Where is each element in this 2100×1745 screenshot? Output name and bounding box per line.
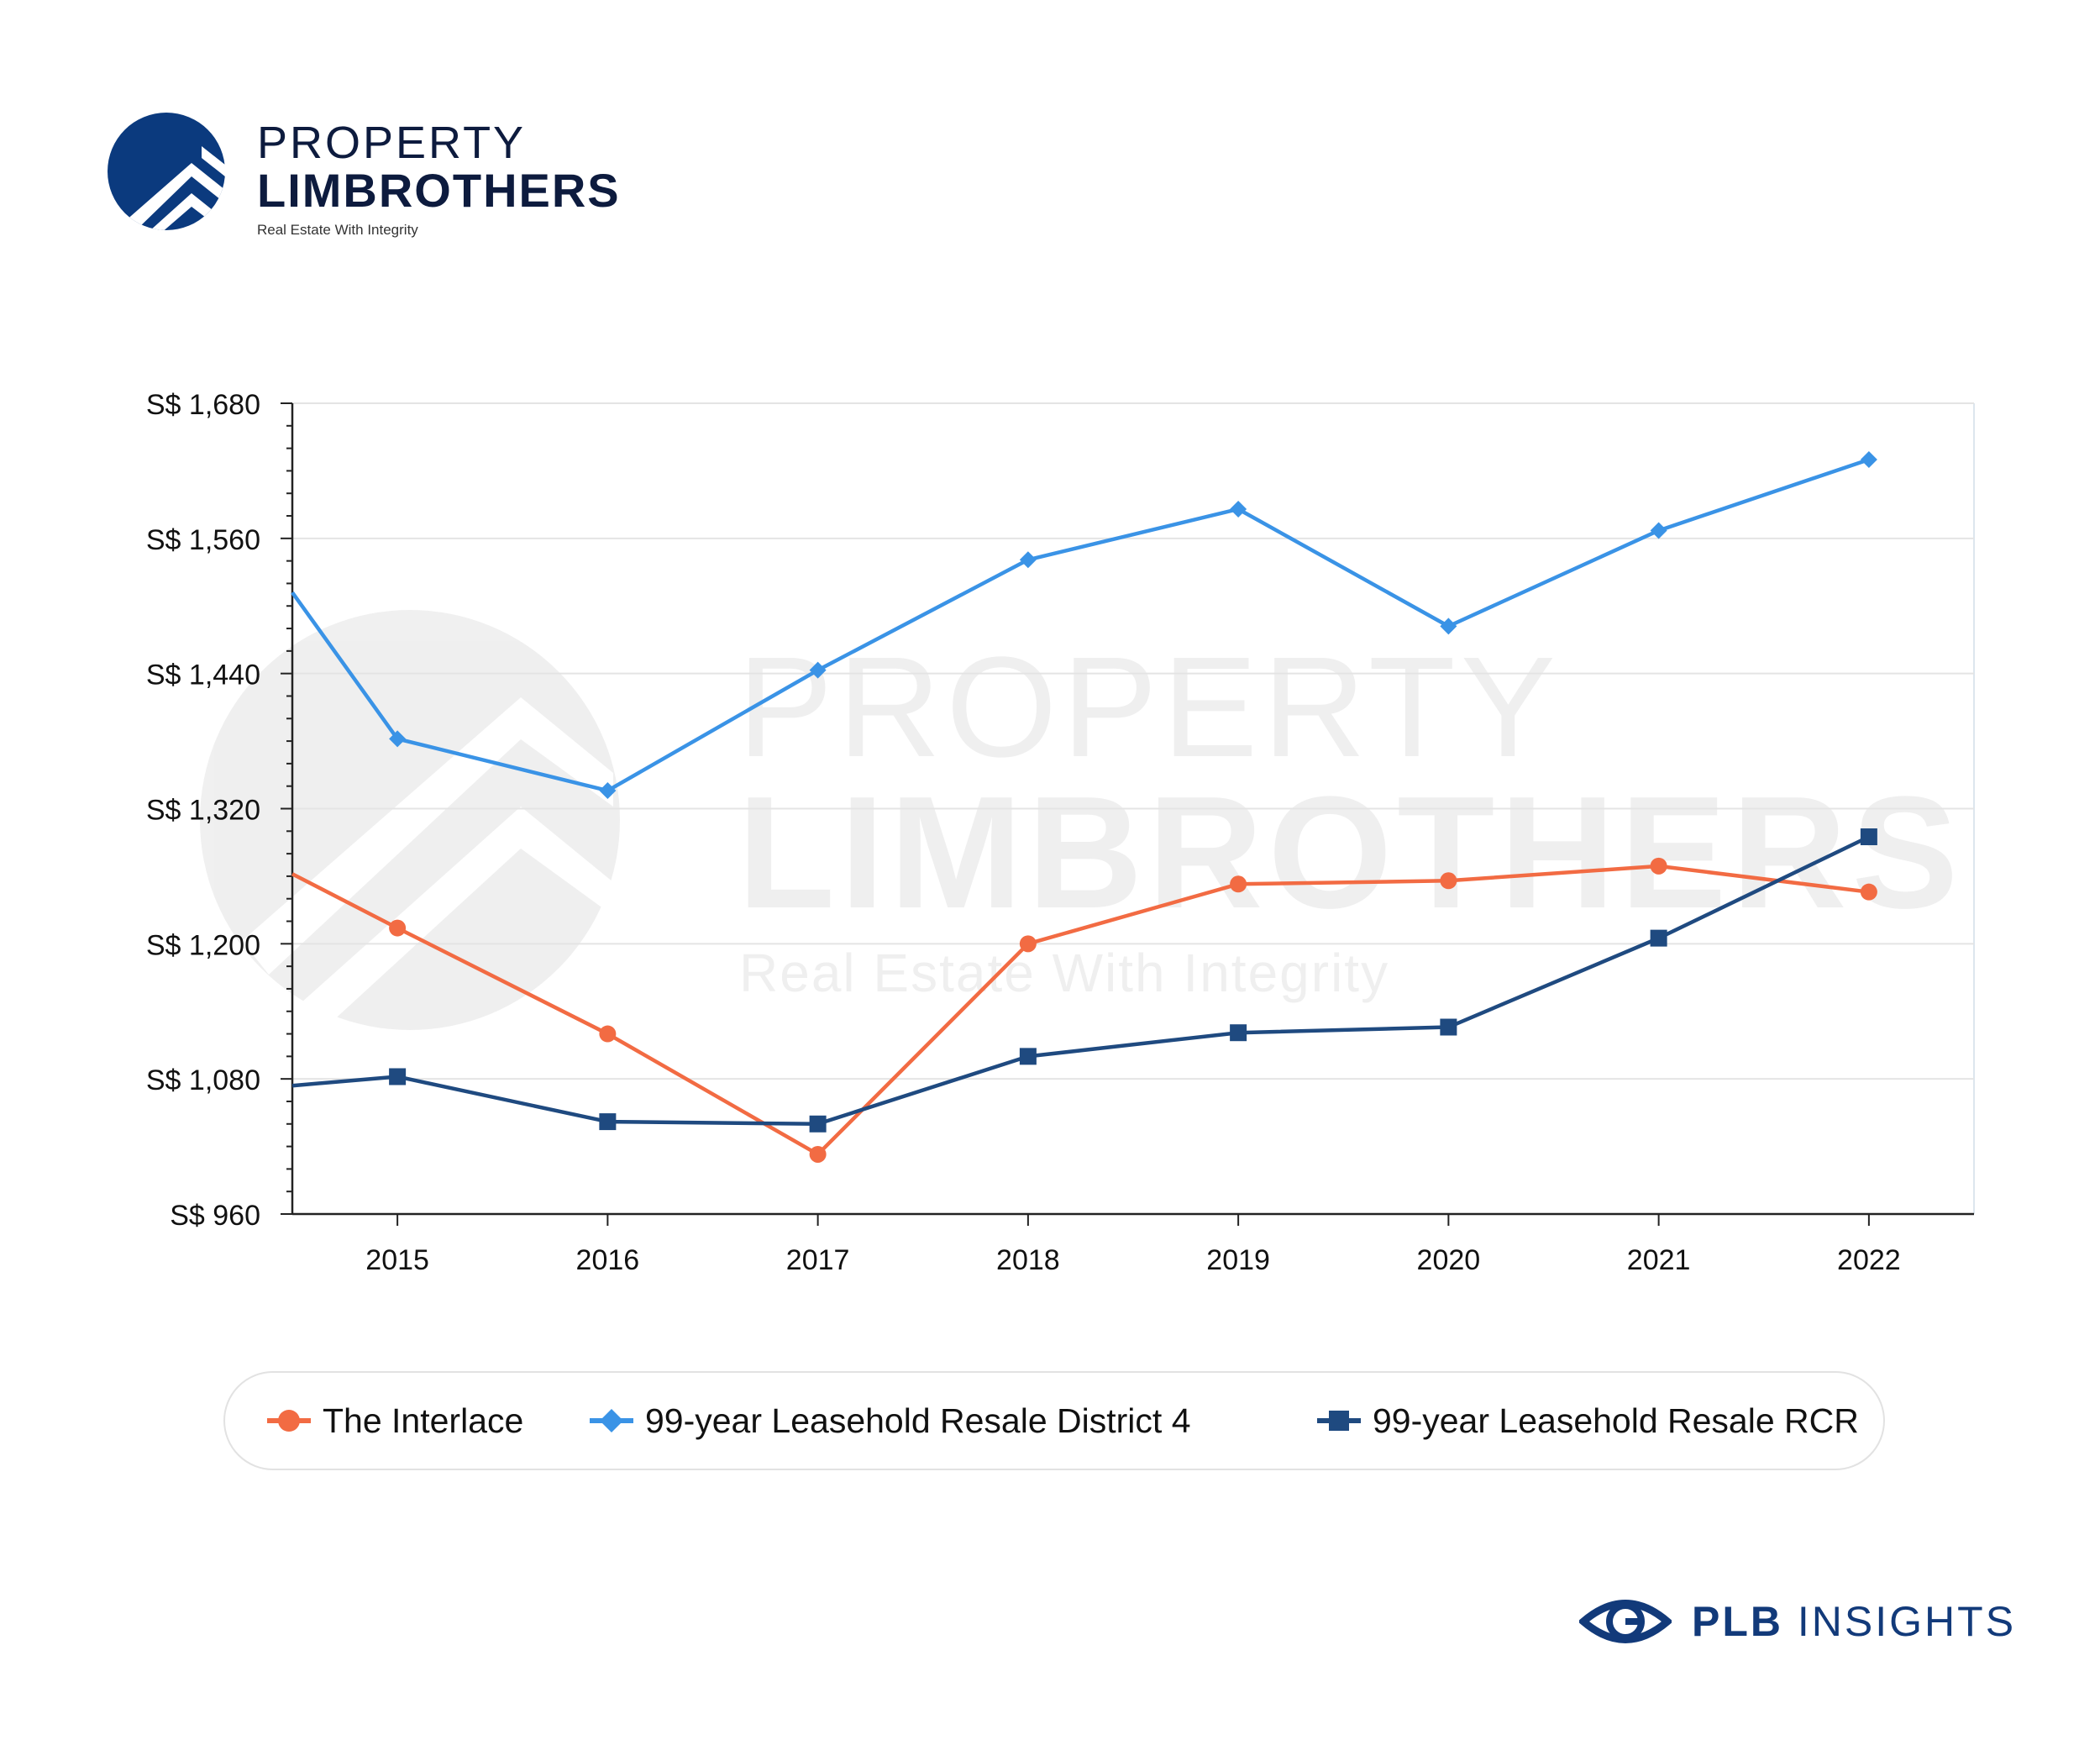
data-point xyxy=(1440,872,1457,890)
grid xyxy=(292,402,1975,1214)
data-point xyxy=(1230,500,1247,518)
watermark-line1: PROPERTY xyxy=(738,628,1561,787)
data-point xyxy=(1650,929,1667,947)
line-chart: PROPERTY LIMBROTHERS Real Estate With In… xyxy=(146,389,1975,1276)
insights-text: PLB INSIGHTS xyxy=(1692,1597,2016,1646)
circle-marker-icon xyxy=(267,1410,311,1432)
data-point xyxy=(599,1113,617,1131)
y-tick-label: S$ 1,680 xyxy=(146,389,260,421)
x-tick-label: 2018 xyxy=(996,1244,1060,1276)
data-point xyxy=(389,730,407,748)
watermark-line2: LIMBROTHERS xyxy=(738,764,1963,942)
legend-label: 99-year Leasehold Resale District 4 xyxy=(645,1401,1191,1440)
series-0 xyxy=(291,857,1877,1163)
brand-logo: PROPERTY LIMBROTHERS Real Estate With In… xyxy=(108,113,628,239)
data-point xyxy=(1860,451,1877,469)
y-tick-label: S$ 1,440 xyxy=(146,660,260,691)
axes: S$ 960 S$ 1,080 S$ 1,200 S$ 1,320 S$ 1,440 S$… xyxy=(146,389,1974,1276)
data-point xyxy=(599,782,617,800)
legend-label: 99-year Leasehold Resale RCR xyxy=(1373,1401,1859,1440)
data-point xyxy=(1019,1048,1037,1065)
brand-mark-icon xyxy=(108,113,234,230)
data-point xyxy=(1650,857,1667,875)
y-tick-label: S$ 1,200 xyxy=(146,929,260,961)
x-tick-label: 2019 xyxy=(1206,1244,1270,1276)
x-tick-label: 2021 xyxy=(1627,1244,1691,1276)
legend-item-rcr[interactable]: 99-year Leasehold Resale RCR xyxy=(1317,1373,1859,1469)
data-point xyxy=(1230,1024,1247,1042)
data-point xyxy=(1230,875,1247,893)
data-point xyxy=(1440,1018,1457,1036)
diamond-marker-icon xyxy=(590,1409,633,1432)
data-point xyxy=(1860,828,1877,846)
data-point xyxy=(809,1115,827,1133)
legend-item-district-4[interactable]: 99-year Leasehold Resale District 4 xyxy=(590,1373,1191,1469)
data-point xyxy=(1650,522,1667,539)
data-point xyxy=(1860,883,1877,901)
data-point xyxy=(1019,551,1037,569)
data-point xyxy=(389,919,407,937)
brand-name-line1: PROPERTY xyxy=(257,118,527,168)
x-tick-label: 2016 xyxy=(576,1244,640,1276)
watermark: PROPERTY LIMBROTHERS Real Estate With In… xyxy=(200,610,1963,1033)
insights-bold: PLB xyxy=(1692,1598,1783,1645)
square-marker-icon xyxy=(1317,1411,1361,1431)
legend-label: The Interlace xyxy=(323,1401,524,1440)
legend: The Interlace 99-year Leasehold Resale D… xyxy=(223,1371,1885,1470)
x-tick-label: 2020 xyxy=(1417,1244,1481,1276)
brand-tagline: Real Estate With Integrity xyxy=(257,222,418,238)
data-point xyxy=(1440,618,1457,635)
x-tick-label: 2022 xyxy=(1837,1244,1901,1276)
data-point xyxy=(809,1145,827,1163)
data-point xyxy=(809,661,827,679)
data-point xyxy=(599,1025,617,1043)
series-2 xyxy=(291,828,1877,1133)
legend-item-interlace[interactable]: The Interlace xyxy=(267,1373,523,1469)
series xyxy=(291,451,1877,1163)
eye-icon xyxy=(1579,1600,1672,1643)
x-tick-label: 2015 xyxy=(365,1244,429,1276)
watermark-tagline: Real Estate With Integrity xyxy=(739,943,1389,1003)
y-tick-label: S$ 1,320 xyxy=(146,795,260,827)
insights-rest: INSIGHTS xyxy=(1797,1598,2017,1645)
series-1 xyxy=(291,451,1877,800)
brand-name-line2: LIMBROTHERS xyxy=(257,164,621,217)
data-point xyxy=(389,1068,407,1085)
plb-insights-logo: PLB INSIGHTS xyxy=(1579,1588,2016,1655)
y-tick-label: S$ 1,080 xyxy=(146,1064,260,1096)
data-point xyxy=(1019,935,1037,953)
x-tick-label: 2017 xyxy=(786,1244,850,1276)
y-tick-label: S$ 1,560 xyxy=(146,524,260,556)
y-tick-label: S$ 960 xyxy=(170,1200,260,1232)
